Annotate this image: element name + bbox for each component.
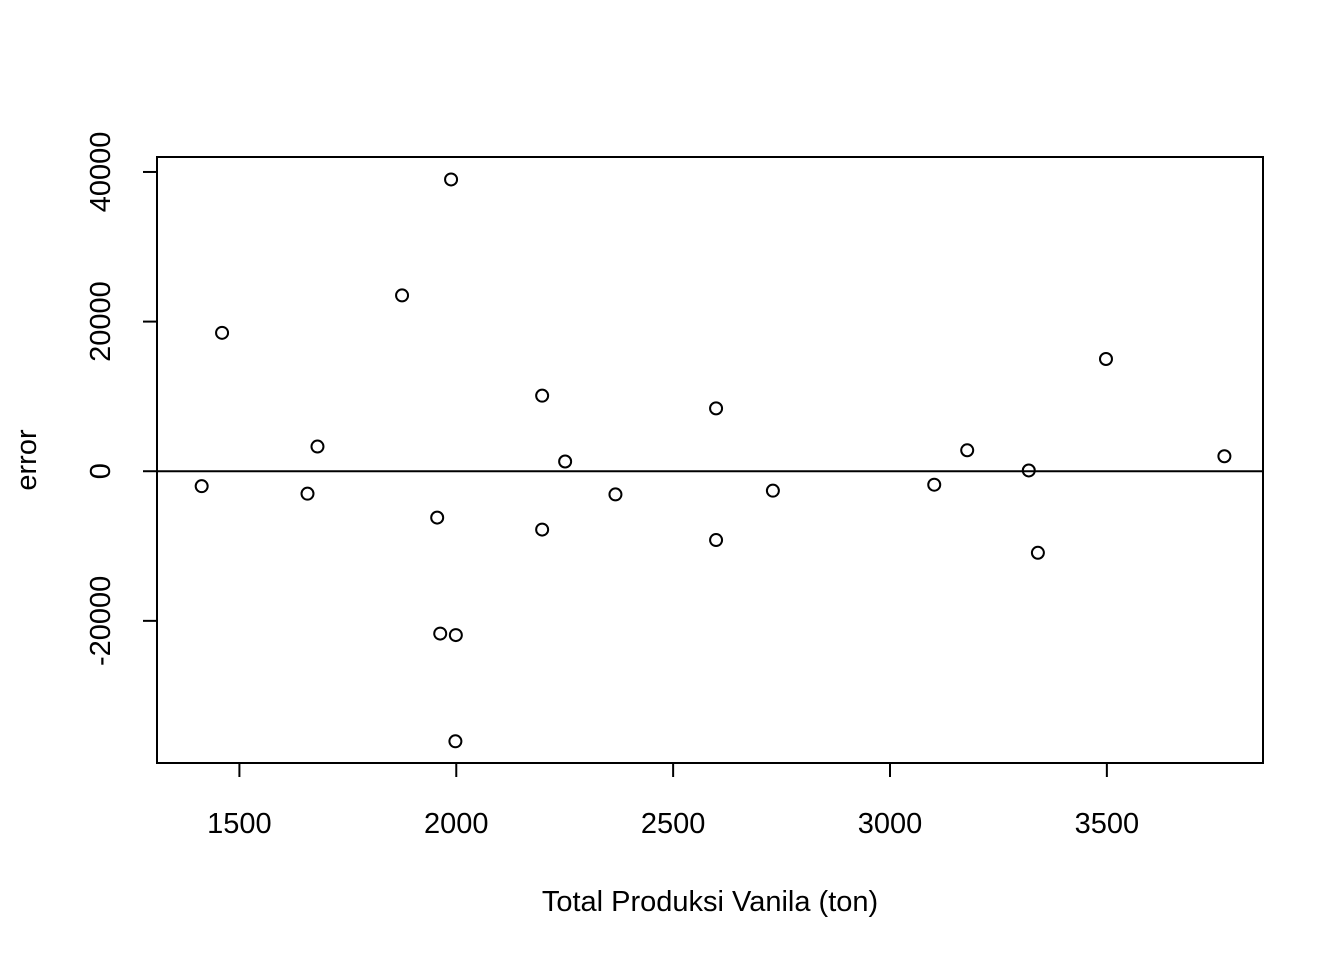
data-point <box>448 734 463 749</box>
data-point <box>310 439 325 454</box>
data-point <box>1030 545 1045 560</box>
data-point <box>300 486 315 501</box>
data-point <box>927 477 942 492</box>
x-tick-label: 2500 <box>641 808 706 840</box>
data-point <box>395 288 410 303</box>
data-point <box>535 388 550 403</box>
y-tick-label: 20000 <box>85 281 117 362</box>
data-point <box>960 443 975 458</box>
data-point <box>765 483 780 498</box>
data-point <box>215 325 230 340</box>
data-point <box>1098 352 1113 366</box>
data-point <box>194 479 209 494</box>
x-axis: 1500 2000 2500 3000 3500 <box>207 762 1140 840</box>
data-point <box>535 522 550 537</box>
y-tick-label: -20000 <box>85 576 117 666</box>
data-point <box>433 626 448 641</box>
data-point <box>1217 449 1232 464</box>
plot-frame <box>156 156 1264 764</box>
data-point <box>1021 463 1036 478</box>
x-axis-label: Total Produksi Vanila (ton) <box>542 886 878 918</box>
data-point <box>709 533 724 548</box>
y-tick-label: 0 <box>85 463 117 479</box>
data-point <box>608 487 623 502</box>
data-point <box>558 454 573 469</box>
y-axis-label: error <box>11 429 43 491</box>
x-tick-label: 3000 <box>858 808 923 840</box>
data-point <box>444 172 459 187</box>
data-point <box>448 628 463 643</box>
data-point <box>430 510 445 525</box>
scatter-points <box>194 172 1232 749</box>
x-tick-label: 1500 <box>207 808 272 840</box>
y-axis: -20000 0 20000 40000 <box>85 132 158 666</box>
x-tick-label: 3500 <box>1075 808 1140 840</box>
y-tick-label: 40000 <box>85 132 117 213</box>
x-tick-label: 2000 <box>424 808 489 840</box>
data-point <box>709 401 724 416</box>
